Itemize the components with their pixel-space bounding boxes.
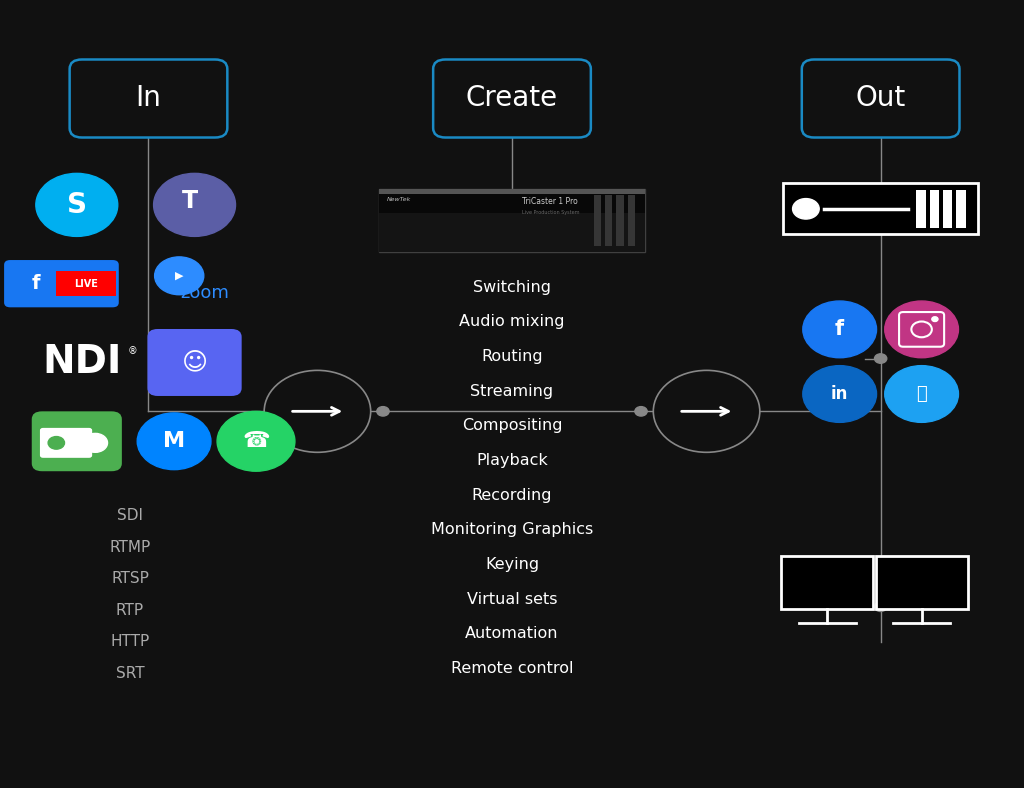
Text: in: in — [831, 385, 848, 403]
Bar — [943, 189, 952, 229]
Text: Monitoring Graphics: Monitoring Graphics — [431, 522, 593, 537]
FancyBboxPatch shape — [4, 260, 119, 307]
Circle shape — [154, 173, 236, 236]
Circle shape — [155, 257, 204, 295]
Text: Compositing: Compositing — [462, 418, 562, 433]
Bar — [616, 195, 624, 246]
Text: Recording: Recording — [472, 488, 552, 503]
Text: f: f — [32, 274, 40, 293]
Circle shape — [217, 411, 295, 471]
FancyBboxPatch shape — [783, 183, 978, 235]
Bar — [379, 189, 645, 194]
Bar — [930, 189, 939, 229]
Bar — [628, 195, 635, 246]
Circle shape — [803, 301, 877, 358]
Circle shape — [137, 413, 211, 470]
Text: Audio mixing: Audio mixing — [459, 314, 565, 329]
Circle shape — [83, 433, 108, 452]
Text: ▶: ▶ — [70, 432, 84, 451]
Circle shape — [885, 301, 958, 358]
Circle shape — [885, 366, 958, 422]
Text: Keying: Keying — [485, 557, 539, 572]
Bar — [379, 213, 645, 252]
Text: RTSP: RTSP — [112, 571, 148, 586]
Bar — [379, 189, 645, 213]
Text: In: In — [135, 84, 162, 113]
Text: RTP: RTP — [116, 603, 144, 618]
Circle shape — [874, 602, 887, 611]
FancyBboxPatch shape — [781, 556, 873, 609]
Bar — [605, 195, 612, 246]
Text: SDI: SDI — [117, 508, 143, 523]
Text: ☺: ☺ — [181, 351, 208, 374]
Text: Virtual sets: Virtual sets — [467, 592, 557, 607]
FancyBboxPatch shape — [147, 329, 242, 396]
Bar — [956, 189, 966, 229]
Bar — [56, 271, 116, 296]
Text: Remote control: Remote control — [451, 661, 573, 676]
Text: ☎: ☎ — [242, 431, 270, 452]
Text: NewTek: NewTek — [387, 197, 412, 202]
Circle shape — [48, 437, 65, 449]
Text: Create: Create — [466, 84, 558, 113]
Bar — [916, 189, 926, 229]
Text: SRT: SRT — [116, 666, 144, 681]
Circle shape — [874, 354, 887, 363]
Text: Live Production System: Live Production System — [522, 210, 580, 214]
Text: M: M — [163, 431, 185, 452]
Circle shape — [635, 407, 647, 416]
Text: RTMP: RTMP — [110, 540, 151, 555]
FancyBboxPatch shape — [433, 60, 591, 137]
FancyBboxPatch shape — [802, 60, 959, 137]
Text: ®: ® — [128, 346, 138, 355]
Text: Out: Out — [855, 84, 906, 113]
Text: TriCaster 1 Pro: TriCaster 1 Pro — [522, 197, 578, 206]
FancyBboxPatch shape — [379, 189, 645, 252]
Text: S: S — [67, 191, 87, 219]
Bar — [46, 432, 87, 454]
Circle shape — [653, 370, 760, 452]
Circle shape — [264, 370, 371, 452]
Circle shape — [377, 407, 389, 416]
Circle shape — [36, 173, 118, 236]
Text: 🐦: 🐦 — [916, 385, 927, 403]
Text: NDI: NDI — [42, 344, 122, 381]
FancyBboxPatch shape — [40, 428, 92, 458]
Text: Routing: Routing — [481, 349, 543, 364]
Text: f: f — [836, 319, 844, 340]
Bar — [594, 195, 601, 246]
Text: Streaming: Streaming — [470, 384, 554, 399]
Circle shape — [874, 204, 887, 214]
FancyBboxPatch shape — [876, 556, 968, 609]
Text: Switching: Switching — [473, 280, 551, 295]
FancyBboxPatch shape — [70, 60, 227, 137]
Text: T: T — [181, 189, 198, 213]
Circle shape — [932, 317, 938, 322]
Text: Playback: Playback — [476, 453, 548, 468]
Text: Automation: Automation — [465, 626, 559, 641]
Text: LIVE: LIVE — [74, 279, 98, 288]
Circle shape — [803, 366, 877, 422]
Circle shape — [793, 199, 819, 219]
Text: HTTP: HTTP — [111, 634, 150, 649]
Text: ▶: ▶ — [175, 271, 183, 281]
FancyBboxPatch shape — [32, 411, 122, 471]
Text: zoom: zoom — [180, 284, 229, 302]
